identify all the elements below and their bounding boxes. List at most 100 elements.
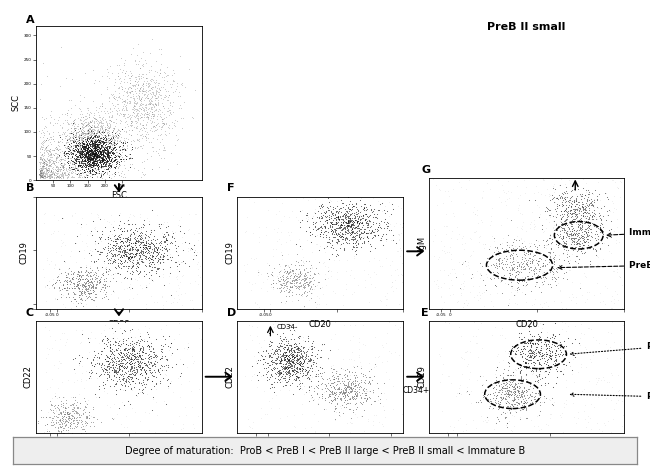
Point [372,210,382,218]
Point [535,320,545,327]
Point [127,363,137,371]
Point [271,237,281,244]
Point [136,105,146,112]
Point [361,223,372,231]
Point [88,113,99,121]
Point [299,274,309,282]
Point [91,169,101,176]
Point [149,247,159,254]
Point [59,128,70,136]
Point [276,368,287,376]
Point [280,363,290,371]
Point [348,209,359,217]
Point [96,90,106,98]
Point [497,266,508,273]
Point [295,358,306,365]
Point [53,128,64,136]
Point [329,375,339,383]
Point [341,384,351,391]
Point [90,240,100,247]
Point [38,162,48,169]
Point [452,297,463,305]
Point [607,383,618,390]
Point [96,149,107,157]
Point [291,365,302,372]
Point [332,378,343,385]
Point [131,80,142,88]
Point [341,387,351,395]
Point [448,426,458,434]
Point [376,390,386,397]
Point [91,130,101,137]
Point [94,215,105,223]
Point [285,351,295,358]
Point [91,144,101,151]
Point [55,155,66,163]
Point [103,160,114,167]
Point [282,413,293,420]
Point [363,378,374,385]
Point [325,236,335,243]
Point [99,284,110,292]
Point [84,168,95,175]
Point [128,44,138,51]
Point [103,161,114,168]
Point [57,412,67,420]
Point [157,256,168,263]
Point [75,339,86,347]
Point [91,271,101,278]
Point [96,160,106,168]
Point [131,123,142,130]
Point [558,351,569,358]
Point [564,176,575,184]
Point [91,153,101,161]
Point [133,91,143,99]
Point [310,222,320,229]
Point [285,286,296,294]
Point [90,240,100,247]
Point [536,270,547,277]
Point [281,262,291,269]
Point [130,358,140,366]
Point [109,138,120,146]
Point [98,140,108,148]
Point [135,353,145,360]
Point [194,324,204,331]
Point [92,127,103,135]
Point [283,345,293,353]
Point [99,136,109,143]
Point [521,256,532,263]
Point [128,240,138,247]
Point [166,83,176,90]
Point [87,142,98,149]
Point [115,109,125,117]
Point [140,241,151,249]
Point [129,356,140,363]
Point [341,218,352,226]
Point [90,168,101,176]
Point [39,149,49,156]
Point [124,345,134,352]
Point [341,228,352,235]
Point [333,215,344,223]
Point [54,276,64,284]
Point [32,419,43,427]
Point [118,134,129,142]
Point [81,161,92,169]
Point [75,162,85,170]
Point [60,241,70,249]
Point [51,249,61,256]
Point [46,406,56,413]
Point [89,114,99,121]
Point [545,253,555,261]
Point [122,254,133,261]
Point [143,134,153,142]
Point [72,405,83,412]
Point [294,365,304,372]
Point [561,197,571,205]
Point [534,265,544,273]
Point [318,220,328,227]
Point [123,353,133,360]
Point [42,159,53,166]
Point [99,124,110,131]
